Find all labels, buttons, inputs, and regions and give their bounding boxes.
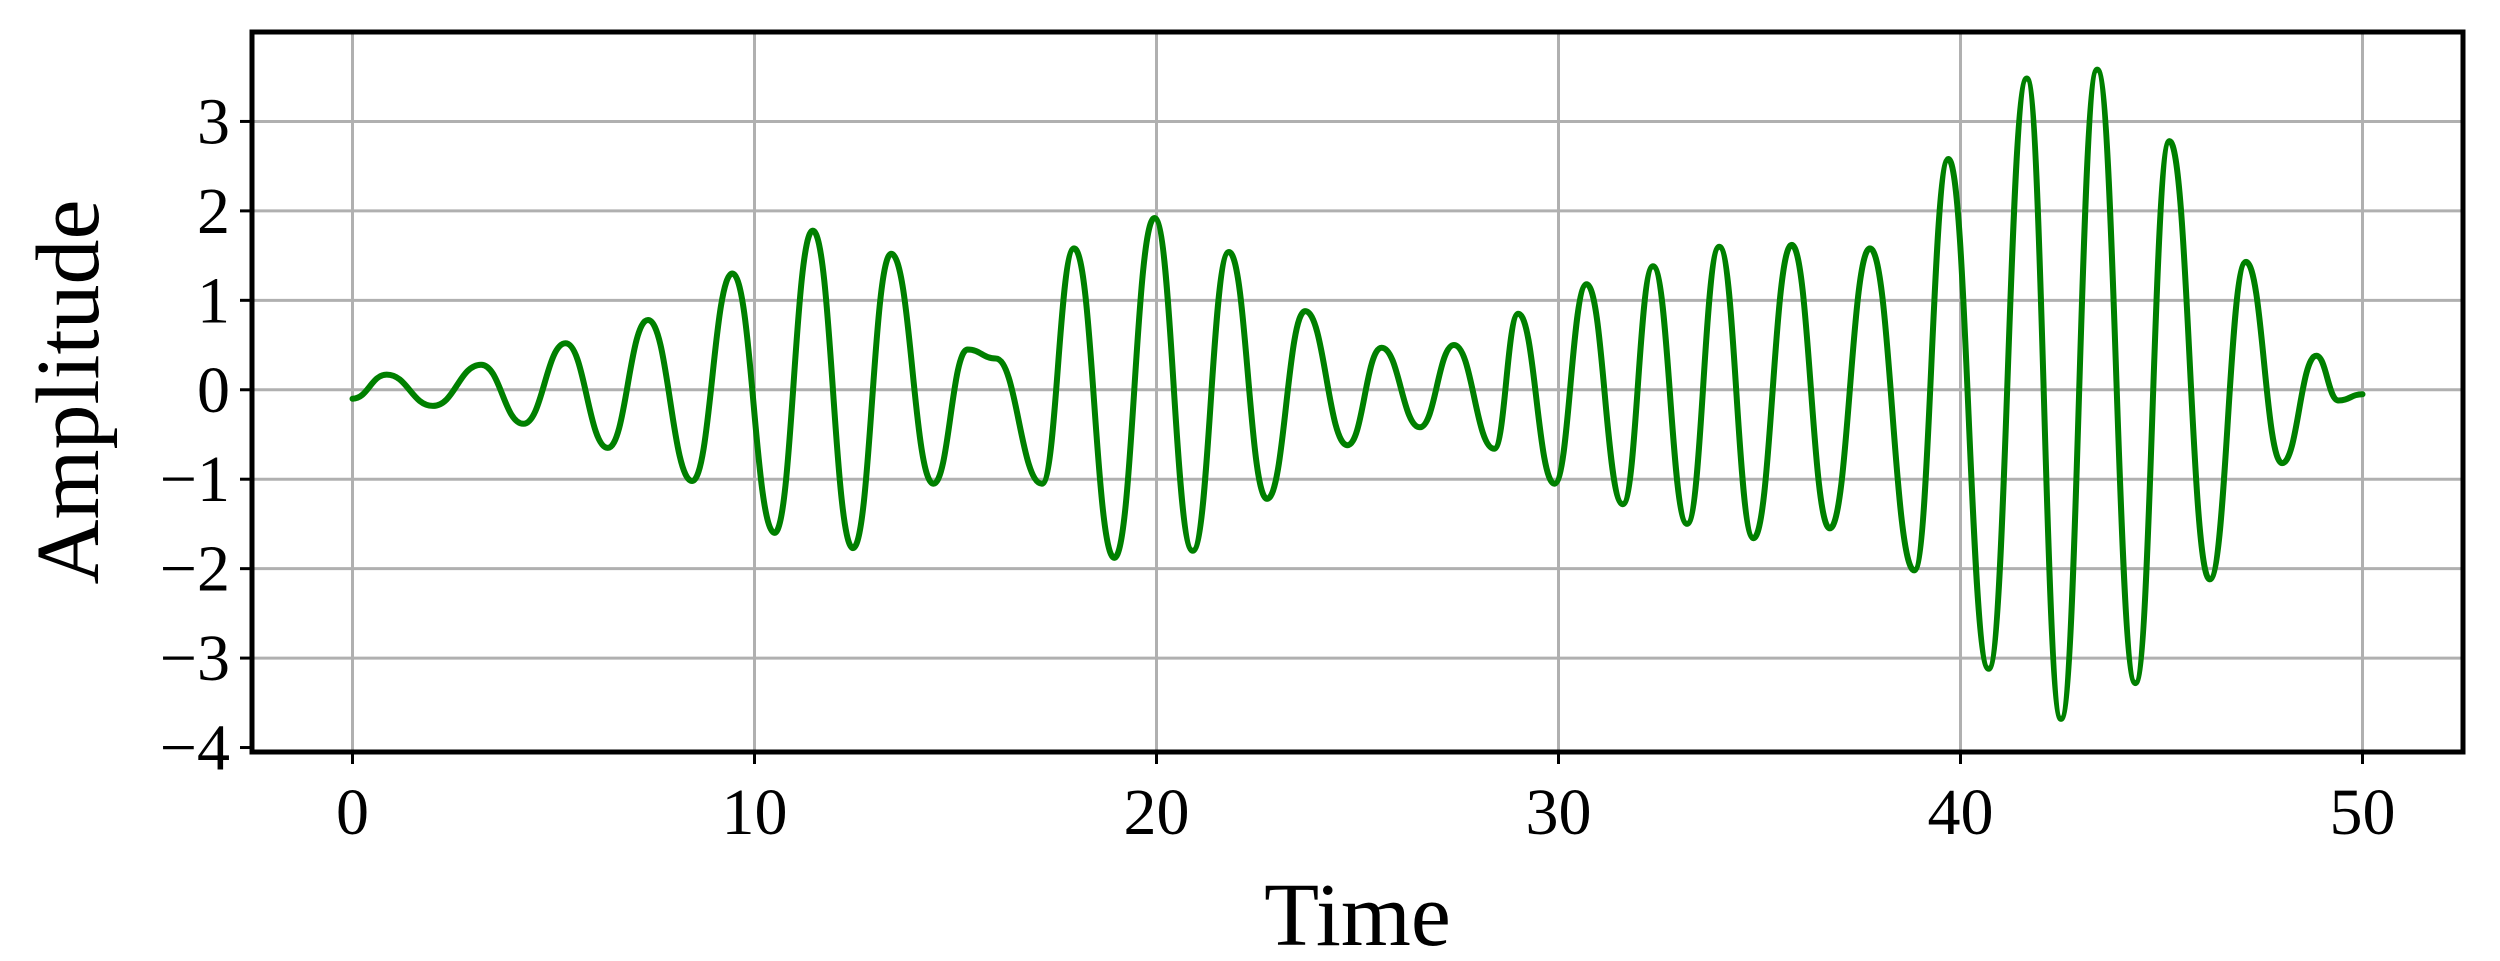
y-tick-label: −4 bbox=[160, 712, 230, 785]
y-tick-label: 1 bbox=[197, 264, 230, 337]
x-tick-label: 0 bbox=[336, 776, 369, 849]
x-tick-label: 10 bbox=[722, 776, 788, 849]
x-tick-label: 20 bbox=[1124, 776, 1190, 849]
x-tick-label: 50 bbox=[2330, 776, 2396, 849]
y-tick-label: −1 bbox=[160, 443, 230, 516]
y-tick-label: 2 bbox=[197, 175, 230, 248]
y-tick-labels: 3 2 1 0 −1 −2 −3 −4 bbox=[160, 85, 230, 784]
x-tick-label: 30 bbox=[1526, 776, 1592, 849]
y-tick-label: 0 bbox=[197, 354, 230, 427]
y-tick-label: −2 bbox=[160, 533, 230, 606]
series-group bbox=[349, 66, 2366, 722]
plot-frame bbox=[249, 29, 2466, 755]
x-axis-label: Time bbox=[1264, 866, 1451, 961]
y-axis-label: Amplitude bbox=[19, 200, 118, 585]
series-line bbox=[349, 66, 2366, 722]
y-tick-label: 3 bbox=[197, 85, 230, 158]
x-tick-label: 40 bbox=[1928, 776, 1994, 849]
y-tick-label: −3 bbox=[160, 622, 230, 695]
x-tick-labels: 0 10 20 30 40 50 bbox=[336, 776, 2396, 849]
